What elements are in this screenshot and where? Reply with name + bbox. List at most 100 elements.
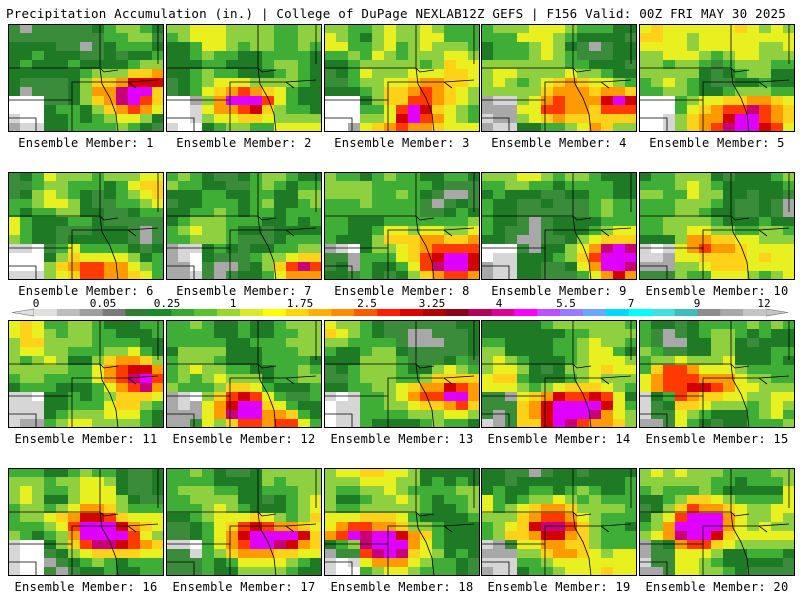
colorbar-tick-label: 0.25	[154, 298, 181, 310]
member-label: Ensemble Member: 8	[334, 284, 470, 298]
colorbar-swatch	[56, 309, 81, 316]
ensemble-member-panel: Ensemble Member: 18	[324, 468, 480, 594]
precipitation-map	[8, 172, 164, 280]
colorbar-swatch	[422, 309, 447, 316]
precipitation-map	[166, 320, 322, 428]
state-boundaries	[481, 172, 632, 280]
precipitation-field	[481, 468, 637, 576]
state-boundaries	[166, 24, 317, 132]
model-run-info: 12Z GEFS | F156 Valid: 00Z FRI MAY 30 20…	[461, 6, 786, 21]
colorbar-swatch	[491, 309, 515, 316]
precipitation-field	[8, 468, 164, 576]
precipitation-map	[639, 320, 795, 428]
state-boundaries	[324, 320, 475, 428]
colorbar-swatch	[674, 309, 698, 316]
precipitation-map	[639, 24, 795, 132]
state-boundaries	[639, 172, 790, 280]
precipitation-map	[324, 172, 480, 280]
colorbar-tick-label: 0.05	[90, 298, 117, 310]
member-label: Ensemble Member: 2	[176, 136, 312, 150]
member-label: Ensemble Member: 18	[330, 580, 474, 594]
precipitation-field	[166, 468, 322, 576]
precipitation-field	[324, 24, 480, 132]
colorbar-swatch	[377, 309, 401, 316]
ensemble-member-panel: Ensemble Member: 4	[481, 24, 637, 150]
precipitation-map	[481, 172, 637, 280]
ensemble-member-panel: Ensemble Member: 13	[324, 320, 480, 446]
state-boundaries	[324, 172, 475, 280]
precipitation-field	[639, 172, 795, 280]
member-label: Ensemble Member: 1	[18, 136, 154, 150]
precipitation-field	[639, 24, 795, 132]
colorbar-swatch	[285, 309, 309, 316]
colorbar-swatch	[720, 309, 744, 316]
precipitation-map	[166, 468, 322, 576]
ensemble-member-panel: Ensemble Member: 1	[8, 24, 164, 150]
member-label: Ensemble Member: 9	[491, 284, 627, 298]
state-boundaries	[166, 468, 317, 576]
colorbar-min-arrow	[11, 308, 35, 317]
ensemble-member-panel: Ensemble Member: 11	[8, 320, 164, 446]
state-boundaries	[8, 172, 159, 280]
colorbar-tick-label: 1.75	[287, 298, 314, 310]
colorbar-swatch	[445, 309, 469, 316]
precipitation-map	[481, 468, 637, 576]
precipitation-field	[639, 468, 795, 576]
precipitation-field	[324, 468, 480, 576]
precipitation-field	[324, 320, 480, 428]
ensemble-member-panel: Ensemble Member: 2	[166, 24, 322, 150]
colorbar-swatch	[194, 309, 218, 316]
member-label: Ensemble Member: 12	[172, 432, 316, 446]
colorbar-swatch	[605, 309, 630, 316]
ensemble-member-panel: Ensemble Member: 5	[639, 24, 795, 150]
colorbar-swatch	[239, 309, 264, 316]
colorbar-swatch	[354, 309, 378, 316]
colorbar-swatch	[102, 309, 126, 316]
member-label: Ensemble Member: 17	[172, 580, 316, 594]
ensemble-member-panel: Ensemble Member: 14	[481, 320, 637, 446]
colorbar-swatch	[34, 309, 58, 316]
colorbar-swatch	[583, 309, 607, 316]
precipitation-map	[324, 468, 480, 576]
member-label: Ensemble Member: 7	[176, 284, 312, 298]
precipitation-field	[481, 172, 637, 280]
state-boundaries	[481, 320, 632, 428]
colorbar-swatch	[514, 309, 538, 316]
colorbar-swatch	[331, 309, 355, 316]
precipitation-map	[324, 320, 480, 428]
state-boundaries	[166, 172, 317, 280]
state-boundaries	[639, 24, 790, 132]
colorbar-tick-label: 2.5	[357, 298, 377, 310]
ensemble-member-panel: Ensemble Member: 10	[639, 172, 795, 298]
precipitation-field	[166, 172, 322, 280]
precipitation-field	[166, 24, 322, 132]
precipitation-map	[639, 172, 795, 280]
precipitation-map	[8, 468, 164, 576]
ensemble-member-panel: Ensemble Member: 3	[324, 24, 480, 150]
precipitation-field	[8, 172, 164, 280]
precipitation-map	[639, 468, 795, 576]
colorbar-swatch	[743, 309, 767, 316]
colorbar-tick-label: 7	[628, 298, 635, 310]
precipitation-map	[8, 320, 164, 428]
ensemble-member-panel: Ensemble Member: 15	[639, 320, 795, 446]
ensemble-member-panel: Ensemble Member: 20	[639, 468, 795, 594]
state-boundaries	[8, 320, 159, 428]
precipitation-field	[8, 320, 164, 428]
ensemble-member-panel: Ensemble Member: 19	[481, 468, 637, 594]
member-label: Ensemble Member: 19	[487, 580, 631, 594]
member-label: Ensemble Member: 10	[645, 284, 789, 298]
colorbar-tick-label: 9	[694, 298, 701, 310]
ensemble-member-panel: Ensemble Member: 12	[166, 320, 322, 446]
precipitation-map	[166, 172, 322, 280]
colorbar-swatch	[560, 309, 584, 316]
ensemble-member-panel: Ensemble Member: 8	[324, 172, 480, 298]
colorbar-swatch	[400, 309, 424, 316]
colorbar-swatch	[628, 309, 652, 316]
colorbar-swatch	[308, 309, 332, 316]
ensemble-member-panel: Ensemble Member: 9	[481, 172, 637, 298]
colorbar-tick-label: 5.5	[556, 298, 576, 310]
state-boundaries	[324, 468, 475, 576]
state-boundaries	[481, 468, 632, 576]
precipitation-color-scale: 0 0.05 0.25 1 1.75 2.5 3.25 4 5.5 7 9 12	[0, 298, 800, 320]
